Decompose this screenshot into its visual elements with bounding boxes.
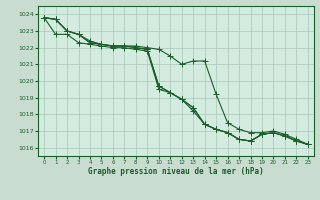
X-axis label: Graphe pression niveau de la mer (hPa): Graphe pression niveau de la mer (hPa)	[88, 167, 264, 176]
